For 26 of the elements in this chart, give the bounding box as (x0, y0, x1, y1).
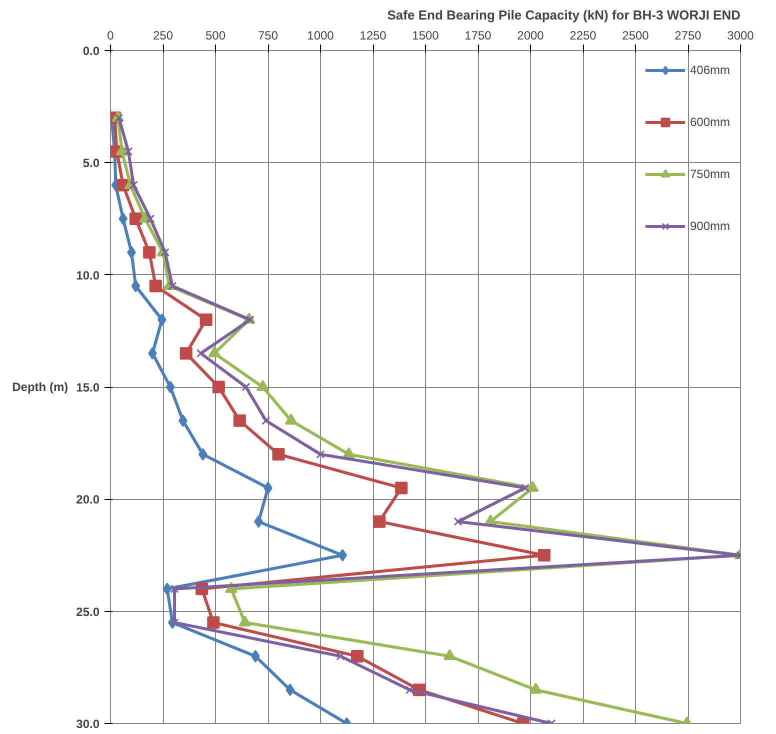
x-tick-label: 2750 (674, 28, 702, 42)
legend-label: 750mm (690, 167, 730, 181)
x-tick-label: 250 (152, 28, 174, 42)
y-tick-label: 0.0 (82, 44, 100, 58)
y-tick-label: 15.0 (76, 380, 100, 394)
y-tick-label: 10.0 (76, 268, 100, 282)
x-tick-label: 2000 (517, 28, 544, 42)
x-tick-label: 0 (107, 28, 114, 42)
x-tick-label: 500 (205, 28, 226, 42)
x-tick-label: 2250 (570, 28, 597, 42)
y-axis-title: Depth (m) (12, 380, 68, 394)
y-tick-label: 5.0 (82, 156, 100, 170)
legend-label: 900mm (690, 219, 730, 233)
x-tick-label: 1750 (464, 28, 492, 42)
x-tick-label: 1500 (412, 28, 440, 42)
x-tick-label: 3000 (727, 28, 754, 42)
x-tick-label: 1250 (360, 28, 387, 42)
legend-label: 406mm (690, 63, 730, 77)
y-tick-label: 30.0 (76, 717, 100, 731)
legend-label: 600mm (690, 115, 730, 129)
x-tick-label: 1000 (307, 28, 334, 42)
x-tick-label: 750 (258, 28, 278, 42)
y-tick-label: 25.0 (76, 604, 100, 619)
x-tick-label: 2500 (622, 28, 650, 42)
chart-title: Safe End Bearing Pile Capacity (kN) for BH-3 WORJI END (387, 8, 740, 22)
y-tick-label: 20.0 (76, 492, 100, 507)
